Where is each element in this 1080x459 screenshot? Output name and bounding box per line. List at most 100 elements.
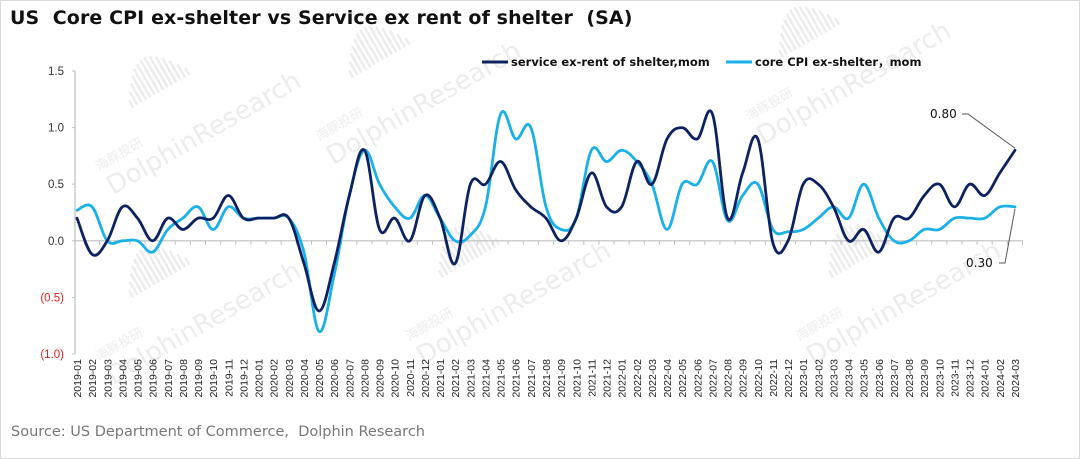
x-tick-label: 2020-01 bbox=[254, 359, 266, 398]
x-tick-label: 2023-10 bbox=[934, 359, 946, 398]
x-tick-label: 2022-08 bbox=[723, 359, 735, 398]
watermark-bar bbox=[161, 247, 178, 274]
watermark-bar bbox=[832, 238, 852, 269]
x-tick-label: 2020-03 bbox=[284, 359, 296, 398]
x-tick-label: 2019-06 bbox=[148, 359, 160, 398]
x-tick-label: 2022-02 bbox=[632, 359, 644, 398]
x-tick-label: 2019-09 bbox=[193, 359, 205, 398]
watermark-bar bbox=[184, 67, 191, 76]
watermark-bar bbox=[139, 59, 161, 94]
watermark-bar bbox=[352, 38, 372, 69]
x-tick-label: 2023-09 bbox=[919, 359, 931, 398]
x-tick-label: 2020-11 bbox=[405, 359, 417, 397]
watermark-bar bbox=[439, 252, 453, 274]
watermark-bar bbox=[831, 245, 848, 271]
x-tick-label: 2019-04 bbox=[117, 359, 129, 398]
watermark-bar bbox=[781, 25, 798, 51]
watermark-bar bbox=[848, 225, 869, 259]
watermark-bar bbox=[789, 9, 811, 44]
x-tick-label: 2021-05 bbox=[496, 359, 508, 398]
watermark-bar bbox=[148, 245, 169, 279]
watermark-bar bbox=[135, 253, 156, 286]
watermark-bar bbox=[798, 5, 819, 39]
x-tick-label: 2022-06 bbox=[692, 359, 704, 398]
legend-label: core CPI ex-shelter，mom bbox=[755, 55, 921, 69]
x-tick-label: 2021-06 bbox=[511, 359, 523, 398]
watermark-bar bbox=[453, 226, 475, 261]
x-tick-label: 2020-12 bbox=[420, 359, 432, 398]
watermark-bar bbox=[359, 29, 381, 64]
legend-label: service ex-rent of shelter,mom bbox=[511, 55, 710, 69]
legend: service ex-rent of shelter,mom core CPI e… bbox=[482, 55, 921, 69]
annotation-label: 0.80 bbox=[930, 107, 957, 121]
x-axis-ticks: 2019-01 2019-02 2019-03 2019-04 2019-05 2019-… bbox=[72, 240, 1023, 398]
x-tick-label: 2020-06 bbox=[329, 359, 341, 398]
watermark-bar bbox=[128, 281, 139, 296]
watermark-bar bbox=[793, 6, 815, 41]
x-tick-label: 2019-10 bbox=[208, 359, 220, 398]
y-tick-label: (0.5) bbox=[40, 292, 64, 304]
watermark-bar bbox=[184, 257, 191, 266]
watermark-bar bbox=[143, 246, 165, 281]
y-tick-label: 0.0 bbox=[48, 236, 64, 248]
x-tick-label: 2021-04 bbox=[480, 359, 492, 398]
x-tick-label: 2024-03 bbox=[1010, 359, 1022, 398]
y-tick-label: (1.0) bbox=[40, 349, 64, 361]
watermark-bar bbox=[785, 13, 806, 46]
x-tick-label: 2024-02 bbox=[995, 359, 1007, 398]
watermark-bar bbox=[363, 26, 385, 61]
x-tick-label: 2023-11 bbox=[949, 359, 961, 397]
watermark-bar bbox=[827, 269, 835, 279]
x-tick-label: 2023-08 bbox=[904, 359, 916, 398]
watermark-bar bbox=[129, 82, 143, 104]
y-tick-label: 0.5 bbox=[48, 179, 64, 191]
watermark-bar bbox=[129, 272, 143, 294]
x-tick-label: 2023-01 bbox=[798, 359, 810, 398]
x-tick-label: 2023-07 bbox=[889, 359, 901, 398]
watermark-bar bbox=[777, 49, 785, 59]
y-axis-ticks: 1.5 1.0 0.5 0.0 (0.5) (1.0) bbox=[40, 66, 75, 361]
watermark-bar bbox=[374, 25, 394, 56]
x-tick-label: 2019-05 bbox=[133, 359, 145, 398]
x-tick-label: 2022-05 bbox=[677, 359, 689, 398]
series-line-service-ex-rent-of-shelter bbox=[75, 109, 1017, 313]
watermark-bar bbox=[826, 13, 837, 29]
watermark-bar bbox=[131, 75, 148, 101]
watermark-bar bbox=[127, 99, 135, 109]
watermark-bar bbox=[458, 225, 479, 259]
x-tick-label: 2020-05 bbox=[314, 359, 326, 398]
watermark-bar bbox=[779, 32, 793, 54]
watermark-bar bbox=[381, 27, 398, 54]
x-tick-label: 2019-07 bbox=[163, 359, 175, 398]
annotations: 0.80 0.30 bbox=[930, 107, 1016, 270]
x-tick-label: 2019-03 bbox=[102, 359, 114, 398]
watermark-bar bbox=[396, 33, 407, 49]
x-tick-label: 2021-12 bbox=[602, 359, 614, 398]
watermark-bar bbox=[168, 60, 182, 81]
watermark-bar bbox=[347, 69, 355, 79]
x-tick-label: 2021-07 bbox=[526, 359, 538, 398]
x-tick-label: 2021-01 bbox=[435, 359, 447, 398]
watermark-bar bbox=[782, 18, 802, 49]
watermark-bar bbox=[148, 55, 169, 89]
x-tick-label: 2022-09 bbox=[738, 359, 750, 398]
series-line-core-cpi-ex-shelter bbox=[75, 110, 1017, 333]
x-tick-label: 2023-03 bbox=[828, 359, 840, 398]
annotation-label: 0.30 bbox=[966, 256, 993, 270]
watermark-bar bbox=[135, 63, 156, 96]
x-tick-label: 2022-07 bbox=[707, 359, 719, 398]
watermark-bar bbox=[404, 37, 411, 46]
watermark-bar bbox=[131, 265, 148, 291]
watermark-bar bbox=[176, 253, 187, 269]
x-tick-label: 2019-12 bbox=[238, 359, 250, 398]
watermark-bar bbox=[168, 250, 182, 271]
x-tick-label: 2022-12 bbox=[783, 359, 795, 398]
x-tick-label: 2022-04 bbox=[662, 359, 674, 398]
x-tick-label: 2023-06 bbox=[874, 359, 886, 398]
watermark-bar bbox=[348, 61, 359, 76]
x-tick-label: 2020-04 bbox=[299, 359, 311, 398]
x-tick-label: 2019-08 bbox=[178, 359, 190, 398]
